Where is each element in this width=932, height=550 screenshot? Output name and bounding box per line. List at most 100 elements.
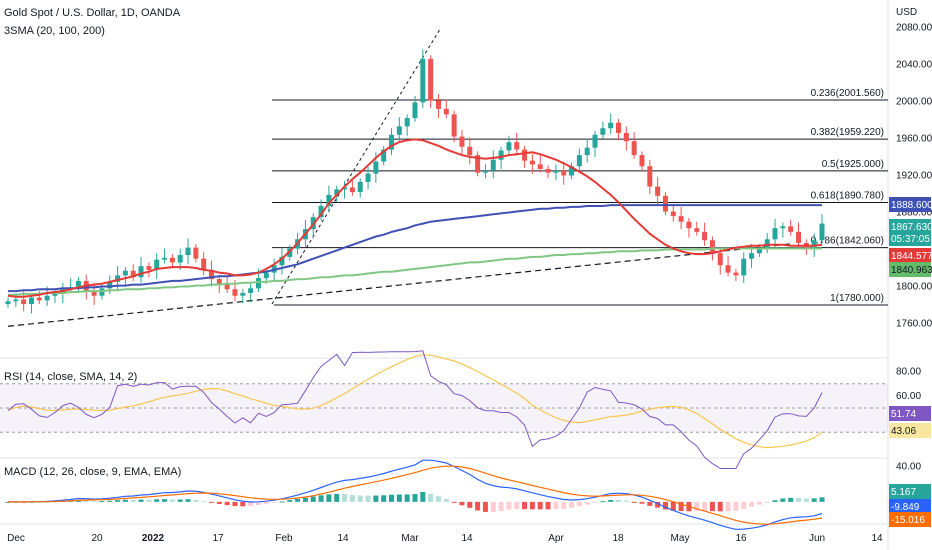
macd-histogram-bar	[396, 494, 402, 502]
macd-histogram-bar	[279, 501, 285, 503]
candle-body	[177, 255, 183, 263]
macd-histogram-bar	[592, 501, 598, 503]
fib-level-label: 0.786(1842.060)	[811, 236, 884, 247]
macd-histogram-bar	[83, 500, 89, 502]
macd-histogram-bar	[342, 494, 348, 502]
candle-body	[545, 168, 551, 173]
candle-body	[420, 58, 426, 103]
sma20-price-tag-bg	[889, 248, 931, 263]
chart-title: Gold Spot / U.S. Dollar, 1D, OANDA	[4, 7, 181, 19]
macd-histogram-bar	[733, 501, 739, 511]
macd-hist-tag-bg	[889, 484, 931, 499]
last-price-tag: 1867.630	[891, 222, 932, 233]
macd-histogram-bar	[177, 499, 183, 502]
candle-body	[506, 142, 512, 151]
candle-body	[709, 240, 715, 254]
sma100-line	[8, 204, 822, 293]
macd-histogram-bar	[310, 496, 316, 502]
macd-histogram-bar	[623, 500, 629, 502]
candle-body	[631, 141, 637, 156]
candle-body	[529, 160, 535, 165]
x-tick-label: Dec	[7, 533, 25, 544]
macd-signal-line	[7, 465, 823, 525]
candle-body	[115, 275, 121, 282]
macd-histogram-bar	[655, 501, 661, 508]
candle-body	[772, 228, 778, 240]
macd-histogram-bar	[529, 501, 535, 510]
macd-tick-label: 40.00	[896, 461, 921, 472]
macd-histogram-bar	[811, 498, 817, 502]
macd-histogram-bar	[381, 495, 387, 502]
candle-body	[467, 146, 473, 156]
candle-body	[21, 299, 27, 305]
candle-body	[514, 142, 520, 150]
candle-body	[107, 281, 113, 289]
candle-body	[75, 280, 81, 288]
macd-histogram-bar	[122, 499, 128, 502]
macd-histogram-bar	[647, 501, 653, 506]
macd-histogram-bar	[803, 498, 809, 502]
macd-histogram-bar	[639, 501, 645, 504]
candle-body	[678, 216, 684, 222]
macd-histogram-bar	[756, 501, 762, 505]
candle-body	[569, 166, 575, 176]
macd-histogram-bar	[796, 498, 802, 502]
macd-signal-tag: -9.849	[891, 502, 920, 513]
candle-body	[255, 278, 261, 289]
macd-histogram-bar	[490, 501, 496, 512]
macd-histogram-bar	[717, 501, 723, 512]
fib-level-label: 0.236(2001.560)	[811, 88, 884, 99]
macd-histogram-bar	[506, 501, 512, 510]
candle-body	[91, 292, 97, 296]
candle-body	[694, 228, 700, 232]
sma20-line	[7, 138, 823, 298]
macd-histogram-bar	[193, 499, 199, 502]
macd-histogram-bar	[702, 501, 708, 511]
candle-body	[733, 272, 739, 276]
candle-body	[404, 118, 410, 127]
macd-histogram-bar	[302, 497, 308, 502]
candle-body	[326, 194, 332, 206]
candle-body	[780, 226, 786, 229]
trend-line	[271, 28, 441, 305]
candle-body	[232, 289, 238, 296]
macd-histogram-bar	[154, 499, 160, 502]
candle-body	[475, 155, 481, 173]
macd-histogram-bar	[240, 501, 246, 507]
macd-histogram-bar	[107, 500, 113, 502]
candle-body	[796, 231, 802, 243]
candle-body	[263, 272, 269, 279]
sma200-line	[8, 247, 822, 296]
candle-body	[490, 159, 496, 171]
rsi-ma-line	[7, 354, 823, 449]
candle-body	[662, 195, 668, 212]
macd-histogram-bar	[248, 501, 254, 507]
candle-body	[725, 265, 731, 273]
candle-body	[154, 259, 160, 270]
candle-body	[608, 122, 614, 129]
candle-body	[201, 258, 207, 270]
sma100-price-tag: 1840.963	[891, 265, 932, 276]
candle-body	[318, 205, 324, 218]
candle-body	[616, 122, 621, 133]
candle-body	[459, 136, 465, 147]
candle-body	[334, 189, 340, 195]
macd-histogram-bar	[764, 501, 770, 503]
candle-body	[36, 297, 42, 301]
sma20-price-tag: 1844.577	[891, 251, 932, 262]
candle-body	[5, 301, 11, 305]
macd-histogram-bar	[608, 499, 614, 502]
macd-histogram-bar	[537, 501, 543, 510]
candle-body	[451, 114, 457, 137]
candle-body	[686, 221, 692, 229]
candle-body	[146, 266, 152, 270]
x-tick-label: Jun	[809, 533, 825, 544]
macd-histogram-bar	[357, 495, 363, 502]
macd-histogram-bar	[91, 501, 97, 503]
macd-histogram-bar	[224, 501, 230, 506]
macd-histogram-bar	[373, 495, 379, 502]
rsi-tick-label: 60.00	[896, 391, 921, 402]
fib-level-label: 1(1780.000)	[830, 293, 884, 304]
candle-body	[717, 253, 723, 266]
